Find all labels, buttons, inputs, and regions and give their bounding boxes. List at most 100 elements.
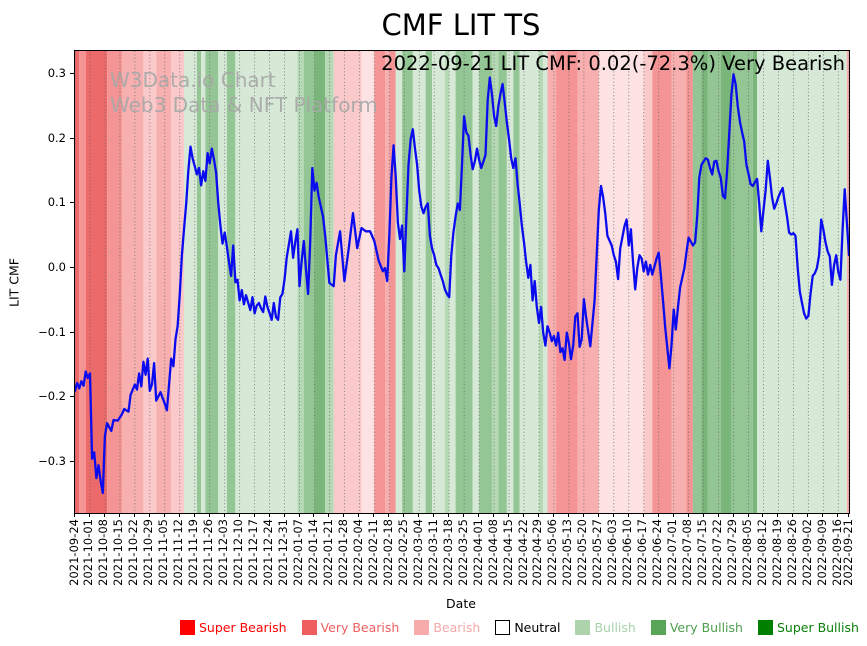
x-tick-label: 2022-08-26 — [784, 519, 799, 586]
sentiment-band-g2 — [513, 51, 520, 513]
y-tick-mark — [70, 137, 74, 139]
x-tick-mark — [74, 513, 75, 517]
x-tick-label: 2022-07-22 — [710, 519, 725, 586]
x-tick-mark — [657, 513, 659, 517]
sentiment-band-r2 — [79, 51, 86, 513]
x-tick-label: 2022-08-05 — [740, 519, 754, 586]
sentiment-band-r4 — [143, 51, 157, 513]
legend: Super Bearish Very Bearish Bearish Neutral B… — [180, 620, 859, 635]
x-tick-mark — [717, 513, 719, 517]
x-tick-mark — [313, 513, 315, 517]
cmf-line-series — [75, 73, 849, 495]
x-tick-mark — [178, 513, 180, 517]
y-tick-mark — [70, 267, 74, 269]
legend-item-bullish: Bullish — [575, 620, 636, 635]
legend-item-super-bullish: Super Bullish — [757, 620, 859, 635]
x-tick-mark — [508, 513, 510, 517]
x-tick-label: 2022-02-18 — [380, 519, 395, 586]
y-tick-label: −0.1 — [38, 324, 66, 339]
sentiment-band-r3 — [156, 51, 172, 513]
sentiment-band-g4 — [235, 51, 298, 513]
sentiment-band-g2 — [479, 51, 492, 513]
legend-label: Super Bullish — [776, 620, 859, 635]
x-tick-mark — [567, 513, 569, 517]
sentiment-band-g3 — [538, 51, 544, 513]
x-tick-label: 2021-10-29 — [141, 519, 156, 586]
x-tick-mark — [552, 513, 554, 517]
sentiment-band-g4 — [757, 51, 847, 513]
x-tick-mark — [493, 513, 495, 517]
sentiment-band-g4 — [432, 51, 445, 513]
sentiment-band-g4 — [184, 51, 197, 513]
x-tick-mark — [118, 513, 120, 517]
x-tick-label: 2021-10-22 — [126, 519, 141, 586]
sentiment-band-g4 — [543, 51, 548, 513]
x-tick-mark — [642, 513, 644, 517]
x-tick-mark — [373, 513, 375, 517]
y-axis-title: LIT CMF — [6, 258, 22, 307]
x-tick-label: 2022-01-14 — [305, 519, 320, 586]
legend-item-very-bearish: Very Bearish — [301, 620, 399, 635]
legend-label: Super Bearish — [199, 620, 287, 635]
x-tick-mark — [807, 513, 809, 517]
sentiment-band-g1 — [720, 51, 732, 513]
x-tick-label: 2022-04-22 — [515, 519, 530, 586]
sentiment-band-g4 — [519, 51, 539, 513]
x-tick-mark — [463, 513, 465, 517]
x-tick-label: 2021-12-17 — [246, 519, 261, 586]
x-tick-mark — [343, 513, 345, 517]
x-tick-mark — [418, 513, 420, 517]
sentiment-band-g2 — [402, 51, 413, 513]
x-tick-label: 2021-12-03 — [216, 519, 231, 586]
x-tick-mark — [148, 513, 150, 517]
sentiment-band-r4 — [171, 51, 185, 513]
legend-swatch-icon — [180, 620, 195, 635]
sentiment-band-r2 — [686, 51, 693, 513]
x-tick-mark — [702, 513, 704, 517]
x-tick-label: 2022-04-29 — [530, 519, 545, 586]
sentiment-band-g4 — [395, 51, 403, 513]
x-tick-mark — [792, 513, 794, 517]
sentiment-band-r3 — [846, 51, 849, 513]
sentiment-band-g4 — [412, 51, 426, 513]
sentiment-band-g3 — [444, 51, 450, 513]
x-tick-mark — [88, 513, 90, 517]
x-tick-mark — [597, 513, 599, 517]
y-tick-label: −0.2 — [38, 389, 66, 404]
x-tick-label: 2022-04-08 — [485, 519, 500, 586]
x-tick-label: 2022-02-11 — [365, 519, 380, 586]
x-tick-label: 2022-01-07 — [291, 519, 305, 586]
sentiment-band-r4 — [333, 51, 362, 513]
x-tick-label: 2021-10-01 — [81, 519, 96, 586]
x-tick-label: 2021-10-15 — [111, 519, 126, 586]
x-tick-mark — [762, 513, 764, 517]
legend-item-neutral: Neutral — [495, 620, 560, 635]
x-tick-label: 2022-05-13 — [560, 519, 575, 586]
x-tick-mark — [268, 513, 270, 517]
x-tick-label: 2021-12-31 — [276, 519, 291, 586]
x-tick-mark — [328, 513, 330, 517]
x-tick-mark — [163, 513, 165, 517]
sentiment-band-g2 — [455, 51, 473, 513]
sentiment-band-g4 — [472, 51, 480, 513]
plot-canvas — [75, 51, 849, 513]
x-tick-mark — [238, 513, 240, 517]
y-tick-mark — [70, 202, 74, 204]
x-tick-label: 2022-03-04 — [410, 519, 425, 586]
x-tick-mark — [358, 513, 360, 517]
legend-swatch-icon — [575, 620, 591, 635]
y-tick-label: −0.3 — [38, 453, 66, 468]
x-tick-mark — [283, 513, 285, 517]
y-tick-label: 0.3 — [47, 66, 66, 81]
x-tick-label: 2022-02-25 — [395, 519, 410, 586]
x-tick-mark — [133, 513, 135, 517]
legend-label: Bullish — [594, 620, 636, 635]
x-tick-label: 2021-09-24 — [66, 519, 81, 586]
x-tick-mark — [523, 513, 524, 517]
x-tick-mark — [403, 513, 405, 517]
x-tick-label: 2022-05-06 — [545, 519, 560, 586]
x-tick-mark — [627, 513, 629, 517]
x-tick-mark — [103, 513, 105, 517]
sentiment-band-r2 — [374, 51, 386, 513]
